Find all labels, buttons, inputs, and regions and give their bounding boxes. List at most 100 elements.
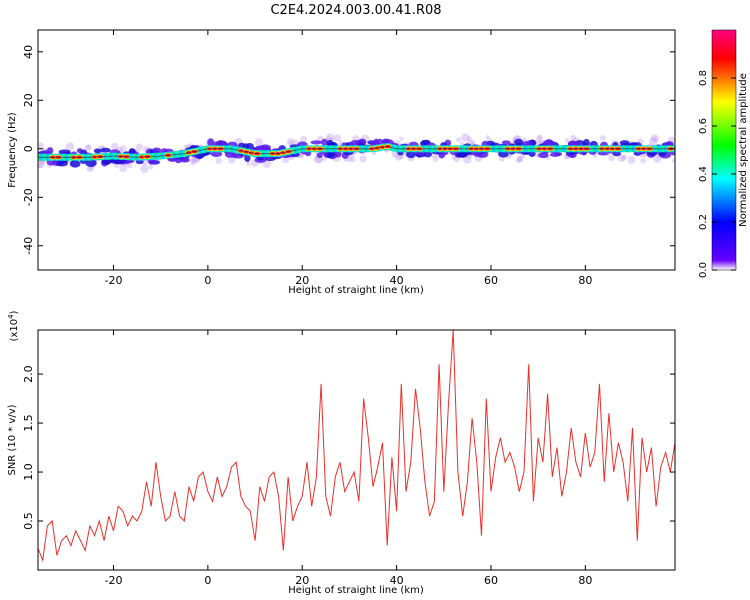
spectrogram-halo-dot [38, 159, 45, 169]
spectrogram-band-cell [152, 147, 162, 154]
spectrogram-halo-dot [228, 156, 236, 164]
spectrogram-halo-dot [399, 136, 404, 141]
spectrogram-halo-dot [349, 156, 356, 163]
spectrogram-halo-dot [649, 137, 658, 146]
spectrogram-halo-dot [322, 156, 328, 161]
spectrogram-halo-dot [38, 142, 44, 150]
spectrogram-band-cell [501, 140, 511, 145]
snr-series-line [38, 330, 675, 563]
spectrogram-halo-dot [300, 135, 308, 143]
spectrogram-halo-dot [286, 138, 295, 146]
spectrogram-halo-dot [620, 156, 626, 162]
colorbar-tick-label: 0.8 [698, 70, 709, 86]
spectrogram-halo-dot [191, 157, 198, 164]
colorbar-tick-label: 0.4 [698, 166, 709, 182]
spectrogram-y-tick-label: 20 [22, 93, 35, 107]
spectrogram-band-cell [260, 144, 271, 150]
snr-y-multiplier: (x104) [7, 310, 20, 341]
spectrogram-halo-dot [517, 156, 524, 163]
spectrogram-band-cell [210, 150, 223, 158]
spectrogram-band-cell [549, 152, 561, 157]
snr-x-tick-label: 60 [484, 574, 498, 587]
spectrogram-x-tick-label: 0 [204, 274, 211, 287]
colorbar: 0.0 0.2 0.4 0.6 0.8 Normalized spectral ampl… [698, 29, 749, 278]
spectrogram-band-cell [69, 160, 81, 168]
spectrogram-halo-dot [84, 144, 92, 152]
spectrogram-halo-dot [246, 161, 251, 166]
spectrogram-band-cell [438, 151, 446, 159]
colorbar-tick-label: 0.0 [698, 262, 709, 278]
spectrogram-band-cell [316, 152, 323, 159]
spectrogram-halo-dot [119, 145, 127, 153]
snr-y-tick-label: 0.5 [22, 512, 35, 530]
snr-x-tick-label: 40 [390, 574, 404, 587]
spectrogram-band-cell [321, 138, 328, 146]
spectrogram-y-axis-label: Frequency (Hz) [7, 112, 18, 188]
spectrogram-panel: -20 0 20 40 60 80 -40 -20 0 20 40 Height of straig… [7, 29, 676, 296]
spectrogram-band-cell [85, 159, 97, 168]
spectrogram-halo-dot [135, 143, 144, 151]
spectrogram-halo-dot [190, 159, 197, 166]
spectrogram-halo-dot [148, 164, 154, 170]
snr-y-multiplier-base: (x10 [9, 319, 20, 342]
spectrogram-halo-dot [570, 134, 577, 141]
snr-ticks: -20 0 20 40 60 80 0.5 1.0 1.5 2.0 [22, 330, 675, 587]
spectrogram-halo-dot [86, 144, 92, 150]
snr-y-tick-label: 2.0 [22, 365, 35, 383]
spectrogram-halo-dot [432, 155, 439, 162]
spectrogram-halo-dot [460, 133, 470, 142]
spectrogram-band-cell [128, 148, 136, 155]
spectrogram-band-cell [242, 143, 250, 150]
spectrogram-halo-dot [86, 165, 94, 173]
spectrogram-halo-dot [608, 155, 615, 162]
figure-title: C2E4.2024.003.00.41.R08 [270, 3, 441, 18]
colorbar-label: Normalized spectral amplitude [738, 73, 749, 227]
spectrogram-y-tick-label: 0 [22, 145, 35, 152]
spectrogram-band-cell [58, 149, 71, 155]
colorbar-ticks: 0.0 0.2 0.4 0.6 0.8 [698, 70, 736, 278]
spectrogram-halo-dot [126, 162, 133, 169]
spectrogram-band-cell [224, 150, 235, 158]
spectrogram-halo-dot [621, 154, 627, 160]
spectrogram-halo-dot [627, 156, 636, 165]
snr-x-tick-label: 0 [204, 574, 211, 587]
spectrogram-x-tick-label: 60 [484, 274, 498, 287]
spectrogram-band-cell [406, 150, 417, 159]
spectrogram-ticks: -20 0 20 40 60 80 -40 -20 0 20 40 [22, 30, 675, 287]
spectrogram-x-axis-label: Height of straight line (km) [288, 285, 424, 296]
spectrogram-halo-dot [537, 134, 542, 140]
spectrogram-halo-dot [215, 157, 222, 165]
snr-x-tick-label: 80 [578, 574, 592, 587]
snr-x-tick-label: 20 [295, 574, 309, 587]
spectrogram-halo-dot [466, 135, 472, 141]
spectrogram-halo-dot [617, 154, 626, 162]
spectrogram-y-tick-label: -20 [22, 188, 35, 206]
spectrogram-halo-dot [110, 142, 119, 151]
colorbar-gradient [711, 29, 737, 271]
spectrogram-band-cell [244, 154, 251, 163]
spectrogram-band-cell [310, 140, 323, 145]
snr-y-multiplier-exponent: 4 [7, 314, 15, 319]
spectrogram-band-cell [419, 140, 428, 147]
spectrogram-halo-dot [650, 134, 659, 143]
spectrogram-band-cell [619, 140, 630, 146]
spectrogram-halo-dot [254, 138, 263, 147]
spectrogram-band-cell [376, 138, 383, 144]
colorbar-tick-label: 0.2 [698, 214, 709, 230]
spectrogram-halo-dot [653, 154, 662, 163]
spectrogram-halo-dot [140, 164, 149, 174]
spectrogram-x-tick-label: 80 [578, 274, 592, 287]
spectrogram-axes-frame [37, 29, 676, 271]
spectrogram-halo-dot [451, 155, 457, 161]
spectrogram-halo-dot [119, 164, 128, 173]
spectrogram-y-tick-label: -40 [22, 237, 35, 255]
spectrogram-band-cell [543, 139, 555, 146]
spectrogram-halo-dot [485, 135, 490, 140]
spectrogram-halo-dot [599, 134, 606, 141]
snr-plot-area [38, 330, 675, 563]
spectrogram-x-tick-label: 40 [390, 274, 404, 287]
snr-y-axis-label: SNR (10 * v/v) [7, 404, 18, 475]
snr-axes-frame [37, 329, 676, 571]
spectrogram-band-cell [457, 152, 468, 158]
